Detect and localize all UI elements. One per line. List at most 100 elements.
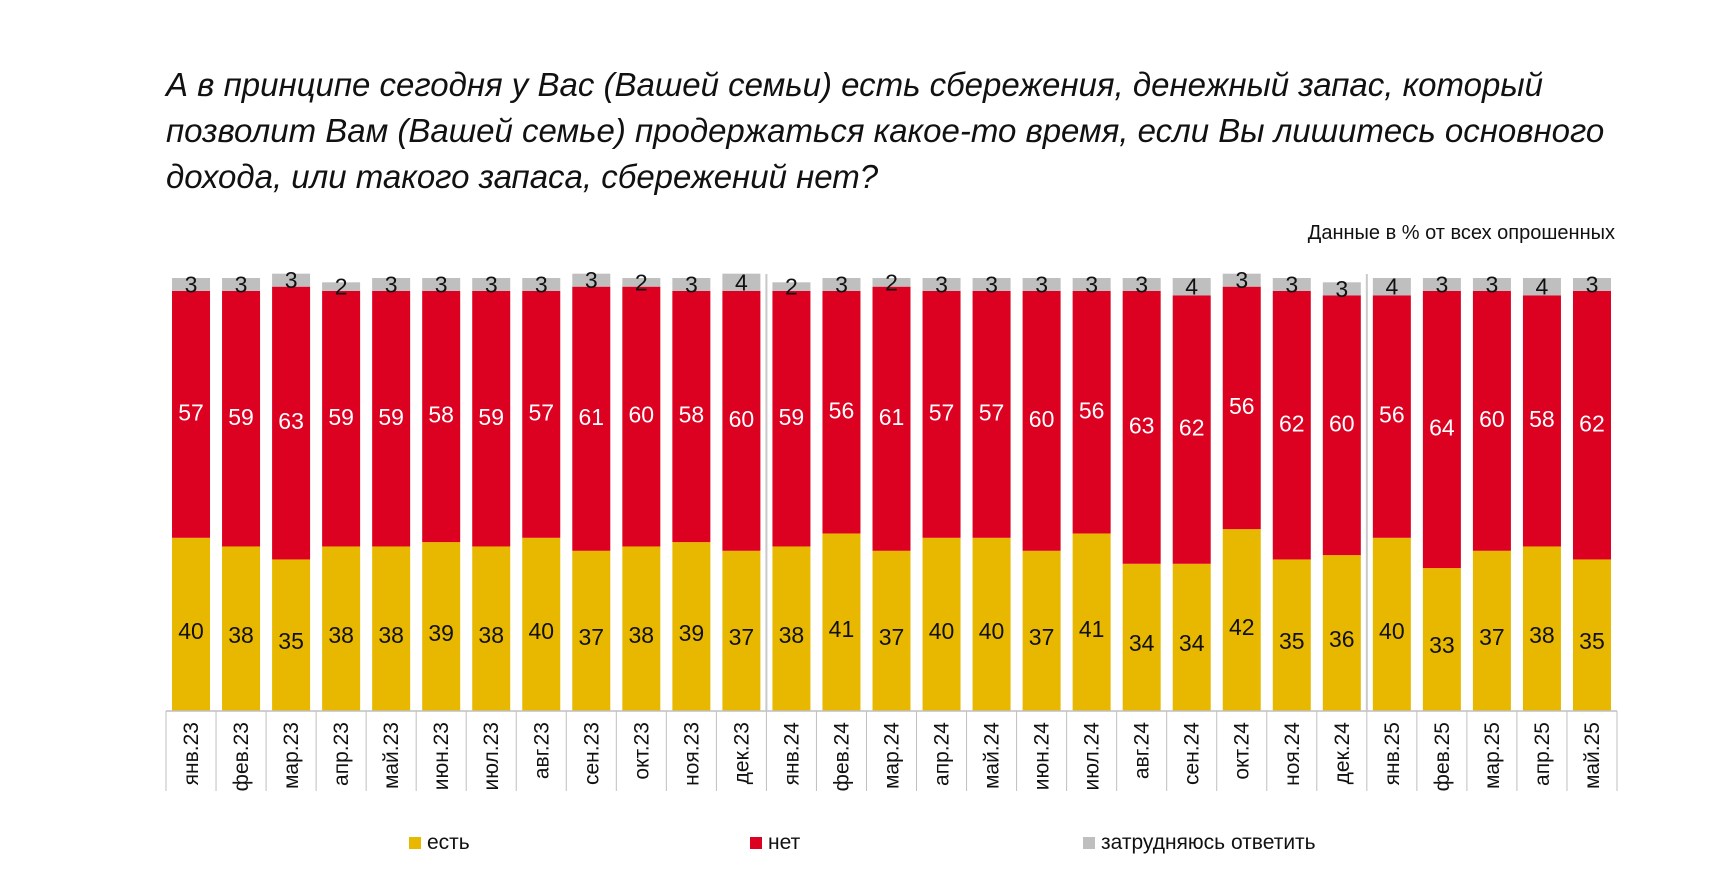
- bar-net: [472, 290, 511, 547]
- bar-est: [522, 537, 561, 711]
- data-label-est: 39: [679, 620, 705, 646]
- data-label-est: 33: [1429, 632, 1455, 658]
- data-label-est: 34: [1129, 630, 1155, 656]
- data-label-net: 62: [1579, 410, 1605, 436]
- data-label-hard-to-say: 3: [585, 267, 598, 293]
- data-label-hard-to-say: 3: [835, 271, 848, 297]
- data-label-hard-to-say: 3: [935, 271, 948, 297]
- data-label-est: 41: [829, 616, 855, 642]
- data-label-est: 40: [1379, 618, 1405, 644]
- bar-est: [672, 542, 711, 711]
- data-label-est: 39: [428, 620, 454, 646]
- data-label-net: 62: [1179, 415, 1205, 441]
- data-label-net: 58: [1529, 406, 1555, 432]
- x-tick-label: дек.23: [730, 722, 753, 784]
- legend-item-net: нет: [750, 831, 800, 855]
- bar-est: [1422, 568, 1461, 711]
- x-tick-label: май.23: [380, 722, 403, 789]
- data-label-hard-to-say: 3: [685, 271, 698, 297]
- data-label-net: 57: [979, 399, 1005, 425]
- x-tick-label: янв.24: [780, 722, 803, 786]
- bar-hard-to-say: [722, 273, 761, 291]
- data-label-est: 38: [228, 622, 254, 648]
- bar-hard-to-say: [172, 278, 211, 291]
- bar-est: [1122, 563, 1161, 711]
- data-label-est: 35: [1579, 628, 1605, 654]
- data-label-est: 38: [1529, 622, 1555, 648]
- data-label-est: 40: [979, 618, 1005, 644]
- data-label-net: 57: [528, 399, 554, 425]
- bar-hard-to-say: [1572, 278, 1611, 291]
- data-label-hard-to-say: 3: [485, 271, 498, 297]
- bar-hard-to-say: [1522, 278, 1561, 296]
- legend-swatch-hard-to-say: [1083, 837, 1095, 849]
- x-tick-label: дек.24: [1331, 722, 1354, 785]
- bar-est: [1272, 559, 1311, 711]
- chart-title: А в принципе сегодня у Вас (Вашей семьи)…: [166, 66, 1605, 195]
- chart-subtitle: Данные в % от всех опрошенных: [1307, 222, 1615, 244]
- x-tick-label: июл.24: [1081, 722, 1104, 791]
- x-tick-label: мар.24: [881, 722, 904, 789]
- data-label-net: 60: [729, 406, 755, 432]
- bar-est: [1372, 537, 1411, 711]
- x-tick-label: апр.25: [1531, 722, 1554, 786]
- x-tick-label: май.25: [1581, 722, 1604, 789]
- x-tick-label: фев.25: [1431, 722, 1454, 791]
- bar-est: [772, 546, 811, 711]
- data-label-hard-to-say: 4: [1385, 274, 1398, 300]
- data-label-hard-to-say: 3: [435, 271, 448, 297]
- data-label-est: 37: [578, 624, 604, 650]
- bar-net: [822, 290, 861, 534]
- data-label-net: 56: [829, 397, 855, 423]
- bar-hard-to-say: [422, 278, 461, 291]
- bar-hard-to-say: [472, 278, 511, 291]
- data-label-net: 62: [1279, 410, 1305, 436]
- x-tick-label: ноя.24: [1281, 722, 1304, 786]
- bar-net: [1272, 290, 1311, 560]
- bar-hard-to-say: [522, 278, 561, 291]
- bar-net: [672, 290, 711, 543]
- data-label-net: 58: [428, 402, 454, 428]
- x-tick-label: окт.24: [1231, 722, 1254, 780]
- legend-label-est: есть: [427, 831, 470, 854]
- data-label-net: 59: [328, 404, 354, 430]
- bar-net: [172, 290, 211, 538]
- bar-hard-to-say: [1322, 282, 1361, 296]
- bar-net: [1372, 295, 1411, 538]
- bar-net: [1022, 290, 1061, 551]
- bar-est: [1022, 550, 1061, 711]
- bar-hard-to-say: [222, 278, 261, 291]
- data-label-net: 59: [779, 404, 805, 430]
- data-label-hard-to-say: 3: [1035, 271, 1048, 297]
- x-tick-label: фев.24: [830, 722, 853, 792]
- bar-net: [1172, 295, 1211, 564]
- bar-est: [822, 533, 861, 711]
- data-label-net: 60: [1329, 410, 1355, 436]
- bar-net: [1572, 290, 1611, 560]
- data-label-hard-to-say: 3: [985, 271, 998, 297]
- bar-est: [622, 546, 661, 711]
- bar-hard-to-say: [1372, 278, 1411, 296]
- bar-hard-to-say: [1072, 278, 1111, 291]
- legend-label-net: нет: [768, 831, 801, 854]
- data-label-hard-to-say: 2: [785, 274, 798, 300]
- bar-est: [372, 546, 411, 711]
- data-label-est: 38: [328, 622, 354, 648]
- bar-net: [1322, 295, 1361, 556]
- x-tick-label: апр.23: [330, 722, 353, 786]
- x-tick-label: май.24: [981, 722, 1004, 789]
- x-tick-label: сен.23: [580, 722, 603, 785]
- data-label-est: 37: [879, 624, 905, 650]
- x-tick-label: окт.23: [630, 722, 653, 780]
- data-label-hard-to-say: 3: [535, 271, 548, 297]
- data-label-est: 38: [378, 622, 404, 648]
- data-label-hard-to-say: 3: [385, 271, 398, 297]
- x-tick-label: ноя.23: [680, 722, 703, 786]
- bar-est: [1522, 546, 1561, 711]
- bar-est: [722, 550, 761, 711]
- data-label-est: 41: [1079, 616, 1105, 642]
- x-tick-label: апр.24: [931, 722, 954, 786]
- bar-hard-to-say: [372, 278, 411, 291]
- bar-est: [222, 546, 261, 711]
- bar-hard-to-say: [672, 278, 711, 291]
